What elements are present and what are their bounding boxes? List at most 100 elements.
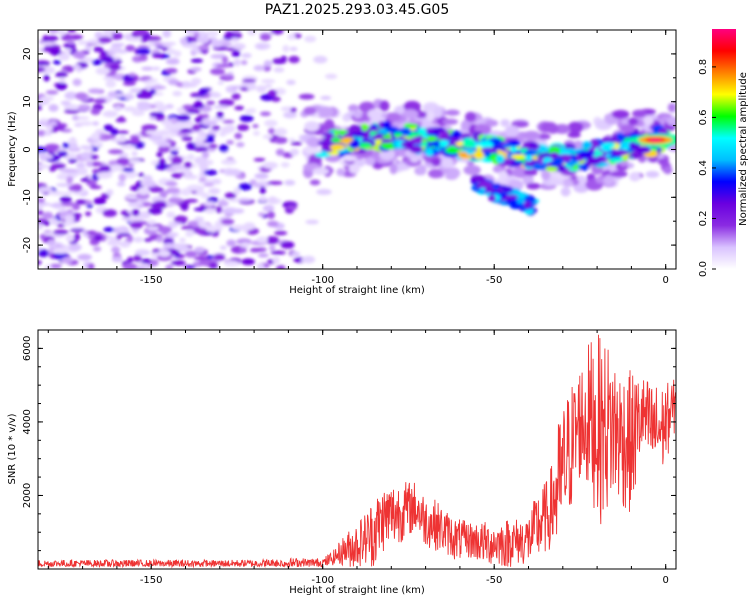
spectrogram-cell [194,136,206,142]
spectrogram-cell [157,105,167,113]
spectrogram-cell [581,141,593,150]
spectrogram-cell [91,59,103,66]
spectrogram-cell [290,107,297,113]
spectrogram-cell [115,235,122,240]
spectrogram-cell [158,250,171,258]
spectrogram-x-tick-label: -100 [311,275,334,286]
spectrogram-cell [438,134,450,142]
spectrogram-cell [536,146,550,154]
spectrogram-cell [537,133,551,140]
spectrogram-cell [249,247,262,253]
spectrogram-cell [180,37,188,46]
spectrogram-cell [237,124,250,131]
spectrogram-cell [118,152,129,159]
spectrogram-cell [208,144,218,149]
spectrogram-cell [113,105,123,111]
spectrogram-cell [139,91,153,99]
spectrogram-cell [645,170,660,178]
spectrogram-cell [267,211,276,219]
spectrogram-cell [103,124,114,132]
spectrogram-cell [511,167,529,178]
spectrogram-cell [511,120,529,128]
spectrogram-cell [649,138,662,142]
spectrogram-cell [193,32,201,38]
spectrogram-cell [95,67,111,75]
spectrogram-cell [48,104,59,112]
spectrogram-cell [349,140,361,149]
spectrogram-cell [84,44,92,52]
spectrogram-cell [133,236,144,243]
spectrogram-cell [60,100,71,106]
spectrogram-cell [283,111,297,119]
spectrogram-cell [62,191,73,196]
spectrogram-cell [133,30,149,36]
spectrogram-cell [425,128,435,133]
spectrogram-cell [304,121,320,132]
spectrogram-cell [99,50,108,57]
spectrogram-cell [348,163,360,174]
spectrogram-cell [122,263,138,269]
spectrogram-cell [127,235,134,242]
spectrogram-cell [226,239,237,247]
spectrogram-cell [123,212,131,218]
spectrogram-cell [498,170,508,181]
spectrogram-cell [42,211,54,220]
spectrogram-cell [103,226,115,233]
spectrogram-cell [106,189,114,196]
spectrogram-x-tick-label: -50 [486,275,502,286]
spectrogram-cell [49,263,62,269]
spectrogram-cell [124,170,138,179]
spectrogram-cell [134,249,151,256]
spectrogram-cell [137,172,145,177]
spectrogram-cell [186,142,196,151]
spectrogram-cell [171,156,183,164]
spectrogram-cell [45,90,59,95]
spectrogram-cell [622,145,629,151]
spectrogram-x-axis-label: Height of straight line (km) [289,285,425,296]
spectrogram-cell [496,154,505,164]
spectrogram-cell [49,47,61,56]
snr-x-tick-label: -150 [140,575,163,586]
spectrogram-cell [321,145,329,151]
spectrogram-cell [43,232,56,236]
spectrogram-cell [620,124,635,133]
spectrogram-cell [161,46,169,51]
spectrogram-cell [580,165,589,171]
spectrogram-cell [99,165,112,173]
spectrogram-cell [150,201,167,210]
spectrogram-cell [38,60,50,66]
spectrogram-cell [123,168,135,173]
spectrogram-cell [133,254,142,263]
spectrogram-cell [256,85,267,93]
snr-x-tick-label: -50 [486,575,502,586]
spectrogram-cell [547,124,559,134]
spectrogram-cell [370,123,378,129]
spectrogram-cell [492,165,504,173]
spectrogram-cell [246,83,257,91]
spectrogram-cell [280,241,295,249]
spectrogram-cell [67,39,75,45]
spectrogram-cell [172,90,182,97]
spectrogram-cell [183,174,199,180]
spectrogram-cell [349,124,363,133]
spectrogram-cell [253,183,263,188]
colorbar-tick-label: 0.6 [698,109,709,125]
spectrogram-cell [220,126,233,135]
spectrogram-cell [157,225,172,234]
snr-x-axis-label: Height of straight line (km) [289,585,425,596]
spectrogram-cell [259,186,266,195]
spectrogram-cell [478,140,494,149]
spectrogram-cell [286,79,296,86]
spectrogram-cell [256,45,265,50]
spectrogram-cell [131,151,138,157]
spectrogram-cell [485,119,499,127]
spectrogram-cell [478,181,493,189]
spectrogram-cell [193,146,209,152]
spectrogram-cell [211,125,221,131]
spectrogram-y-ticks: -20 -10 0 10 20 [22,29,676,270]
spectrogram-cell [451,138,460,143]
spectrogram-cell [151,85,167,90]
spectrogram-cell [122,217,137,222]
spectrogram-cell [445,147,460,154]
